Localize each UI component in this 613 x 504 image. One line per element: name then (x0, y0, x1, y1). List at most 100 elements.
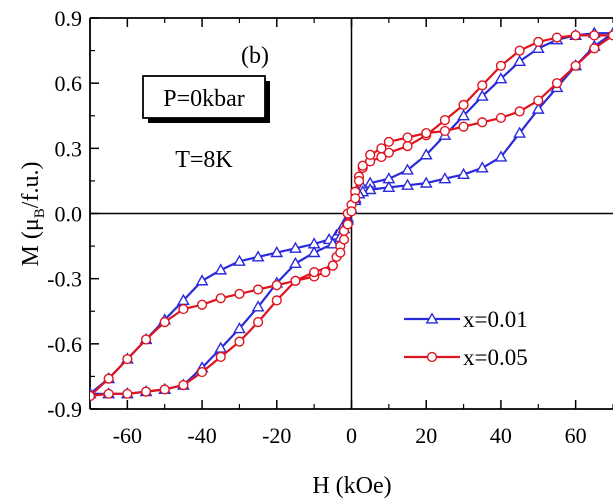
data-point (233, 322, 246, 334)
legend-marker (426, 351, 438, 363)
data-point (495, 60, 507, 71)
data-point (419, 176, 433, 188)
data-point (253, 284, 264, 295)
ticks-layer: -60 -40 -20 0 20 40 60 0.9 0.6 0.3 0.0 -0.3 -0.6 -0.9 (47, 6, 613, 448)
data-point (531, 102, 545, 114)
data-point (438, 172, 452, 184)
data-point (533, 95, 544, 106)
data-point (458, 99, 469, 110)
data-point (570, 60, 581, 71)
data-point (439, 125, 450, 137)
data-point (290, 275, 301, 286)
data-point (402, 141, 413, 152)
data-point (353, 175, 365, 187)
data-point (195, 274, 209, 286)
data-point (233, 254, 246, 266)
legend-label: x=0.01 (463, 307, 528, 332)
data-point (196, 366, 208, 378)
data-point (122, 388, 133, 399)
data-point (475, 161, 489, 173)
data-point (327, 260, 338, 271)
data-point (103, 388, 114, 399)
data-point (402, 132, 413, 143)
x-tick-label: 0 (346, 423, 357, 448)
data-point (350, 193, 361, 204)
data-point (178, 380, 189, 391)
data-point (251, 300, 265, 312)
data-point (289, 241, 302, 253)
data-point (383, 136, 394, 147)
y-tick-label: 0.0 (55, 202, 83, 227)
data-point (589, 43, 600, 54)
data-point (401, 163, 414, 175)
data-point (589, 30, 600, 41)
pressure-box (142, 75, 266, 119)
data-point (457, 167, 470, 180)
data-point (342, 219, 353, 230)
data-point (251, 250, 265, 262)
y-tick-label: 0.9 (55, 6, 83, 31)
data-point (376, 143, 387, 154)
data-point (159, 384, 170, 395)
series-line (90, 32, 613, 395)
x-tick-label: 20 (415, 423, 437, 448)
series-2 (90, 30, 613, 402)
data-point (477, 80, 488, 91)
data-point (514, 45, 525, 56)
data-point (494, 72, 508, 84)
data-point (346, 206, 357, 217)
y-tick-label: -0.3 (47, 267, 82, 292)
data-point (570, 30, 581, 41)
x-tick-label: -40 (187, 423, 216, 448)
data-point (140, 386, 152, 397)
x-axis-title: H (kOe) (312, 473, 391, 499)
temperature-annotation: T=8K (175, 147, 233, 173)
data-point (320, 267, 331, 278)
data-point (178, 303, 189, 315)
data-point (103, 373, 114, 384)
data-point (513, 54, 527, 67)
y-tick-label: 0.6 (55, 71, 83, 96)
series-layer (90, 26, 613, 402)
data-point (214, 263, 228, 275)
data-point (253, 317, 264, 328)
data-point (495, 112, 507, 124)
data-point (335, 247, 346, 258)
data-point (309, 267, 320, 278)
data-point (494, 150, 508, 162)
legend-marker (425, 312, 439, 324)
data-point (365, 149, 376, 160)
data-point (458, 121, 469, 132)
data-point (401, 178, 414, 190)
data-point (383, 147, 394, 158)
legend: x=0.01 x=0.05 (404, 307, 528, 370)
data-point (514, 106, 525, 117)
data-point (215, 293, 226, 304)
data-point (457, 109, 470, 121)
data-point (289, 256, 302, 269)
x-tick-label: -60 (113, 423, 142, 448)
data-point (90, 390, 96, 402)
data-point (270, 245, 284, 258)
data-point (382, 180, 396, 193)
data-point (421, 128, 432, 139)
data-point (271, 295, 282, 306)
data-point (159, 317, 170, 328)
data-point (234, 288, 245, 299)
data-point (196, 299, 208, 310)
data-point (533, 36, 544, 47)
legend-label: x=0.05 (463, 345, 528, 370)
pressure-annotation: P=0kbar (163, 86, 245, 112)
data-point (531, 41, 545, 54)
data-point (607, 30, 613, 41)
data-point (477, 117, 488, 128)
y-tick-label: -0.6 (47, 332, 82, 357)
data-point (338, 234, 350, 245)
data-point (215, 351, 226, 362)
data-point (357, 160, 368, 171)
x-tick-label: 40 (490, 423, 512, 448)
data-point (439, 114, 450, 126)
panel-label: (b) (241, 43, 269, 69)
y-axis-title: M (μB/f.u.) (18, 162, 48, 267)
